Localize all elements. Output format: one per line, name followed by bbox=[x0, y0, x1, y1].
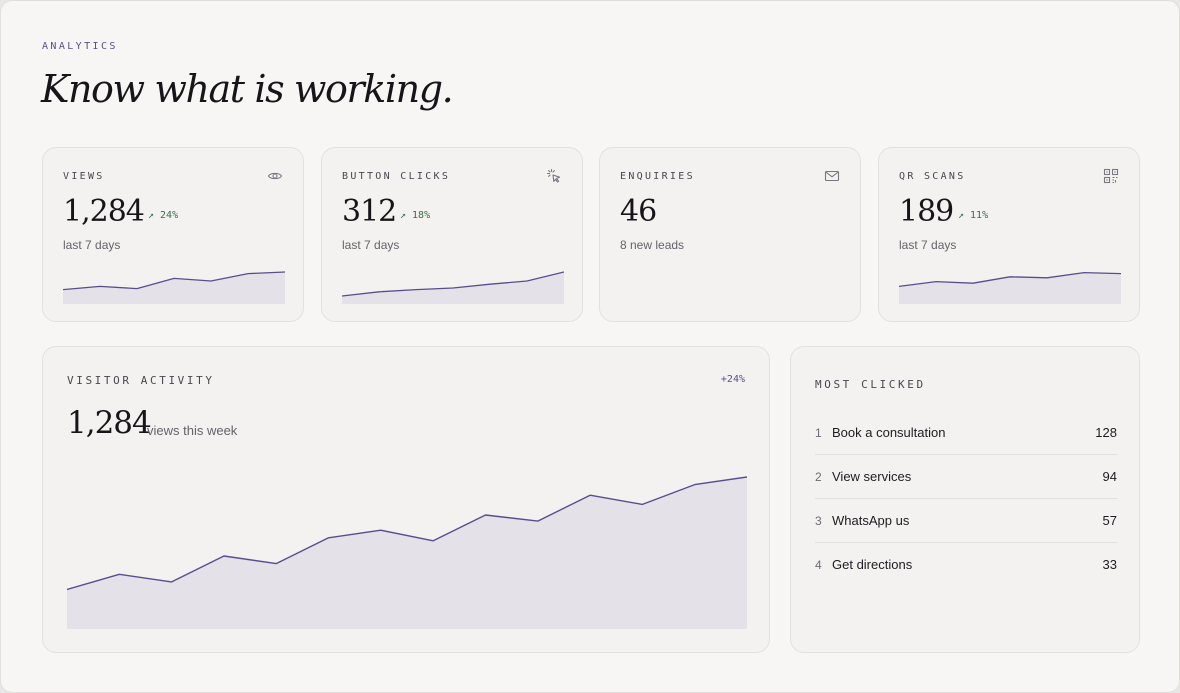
eye-icon bbox=[267, 168, 283, 184]
stat-leads: 8 new leads bbox=[620, 238, 685, 252]
stat-card-views: VIEWS 1,284 ↗ 24% last 7 days bbox=[42, 147, 304, 322]
most-clicked-card: MOST CLICKED 1 Book a consultation 128 2… bbox=[790, 346, 1140, 653]
stat-value: 1,284 bbox=[63, 194, 145, 229]
sparkline-area bbox=[899, 272, 1121, 304]
item-label: View services bbox=[832, 469, 912, 484]
sparkline-svg bbox=[342, 271, 564, 304]
item-rank: 2 bbox=[815, 470, 822, 484]
stat-label: VIEWS bbox=[63, 171, 105, 182]
item-count: 33 bbox=[1102, 557, 1117, 572]
stat-card-qr-scans: QR SCANS 189 ↗ 11% last 7 days bbox=[878, 147, 1140, 322]
stat-delta: ↗ 24% bbox=[148, 210, 179, 221]
visitor-activity-caption: views this week bbox=[147, 423, 238, 438]
item-count: 128 bbox=[1095, 425, 1117, 440]
sparkline bbox=[63, 266, 285, 304]
list-item[interactable]: 2 View services 94 bbox=[815, 455, 1117, 499]
activity-chart-area bbox=[67, 477, 747, 629]
visitor-activity-card: VISITOR ACTIVITY +24% 1,284 views this w… bbox=[42, 346, 770, 653]
sparkline-line bbox=[342, 271, 564, 297]
stat-label: BUTTON CLICKS bbox=[342, 171, 451, 182]
most-clicked-list: 1 Book a consultation 128 2 View service… bbox=[815, 411, 1117, 587]
sparkline-svg bbox=[899, 271, 1121, 304]
visitor-activity-chart bbox=[67, 467, 747, 629]
qr-code-icon bbox=[1103, 168, 1119, 184]
sparkline bbox=[899, 266, 1121, 304]
stat-period: last 7 days bbox=[342, 238, 400, 252]
stat-value: 46 bbox=[620, 194, 657, 229]
activity-chart-line bbox=[67, 476, 747, 591]
item-label: WhatsApp us bbox=[832, 513, 910, 528]
stat-label: QR SCANS bbox=[899, 171, 966, 182]
item-count: 94 bbox=[1102, 469, 1117, 484]
stat-period: last 7 days bbox=[899, 238, 957, 252]
cursor-click-icon bbox=[546, 168, 562, 184]
sparkline bbox=[342, 266, 564, 304]
visitor-activity-title: VISITOR ACTIVITY bbox=[67, 374, 215, 387]
sparkline-line bbox=[899, 271, 1121, 288]
item-count: 57 bbox=[1102, 513, 1117, 528]
stat-card-enquiries: ENQUIRIES 46 8 new leads bbox=[599, 147, 861, 322]
activity-chart-svg bbox=[67, 476, 747, 629]
stat-period: last 7 days bbox=[63, 238, 121, 252]
stat-value: 189 bbox=[899, 194, 954, 229]
mail-icon bbox=[824, 168, 840, 184]
most-clicked-title: MOST CLICKED bbox=[815, 378, 926, 391]
item-rank: 3 bbox=[815, 514, 822, 528]
item-rank: 4 bbox=[815, 558, 822, 572]
stat-delta: ↗ 18% bbox=[400, 210, 431, 221]
stat-delta: ↗ 11% bbox=[958, 210, 989, 221]
stat-card-button-clicks: BUTTON CLICKS 312 ↗ 18% last 7 days bbox=[321, 147, 583, 322]
stat-label: ENQUIRIES bbox=[620, 171, 695, 182]
item-rank: 1 bbox=[815, 426, 822, 440]
section-eyebrow: ANALYTICS bbox=[42, 41, 118, 52]
sparkline-svg bbox=[63, 271, 285, 304]
item-label: Get directions bbox=[832, 557, 913, 572]
stat-value: 312 bbox=[342, 194, 397, 229]
item-label: Book a consultation bbox=[832, 425, 946, 440]
page-title: Know what is working. bbox=[41, 67, 454, 111]
visitor-activity-delta: +24% bbox=[720, 374, 745, 385]
list-item[interactable]: 3 WhatsApp us 57 bbox=[815, 499, 1117, 543]
sparkline-area bbox=[63, 272, 285, 304]
list-item[interactable]: 4 Get directions 33 bbox=[815, 543, 1117, 587]
list-item[interactable]: 1 Book a consultation 128 bbox=[815, 411, 1117, 455]
sparkline-line bbox=[63, 271, 285, 291]
visitor-activity-value: 1,284 bbox=[67, 405, 152, 441]
